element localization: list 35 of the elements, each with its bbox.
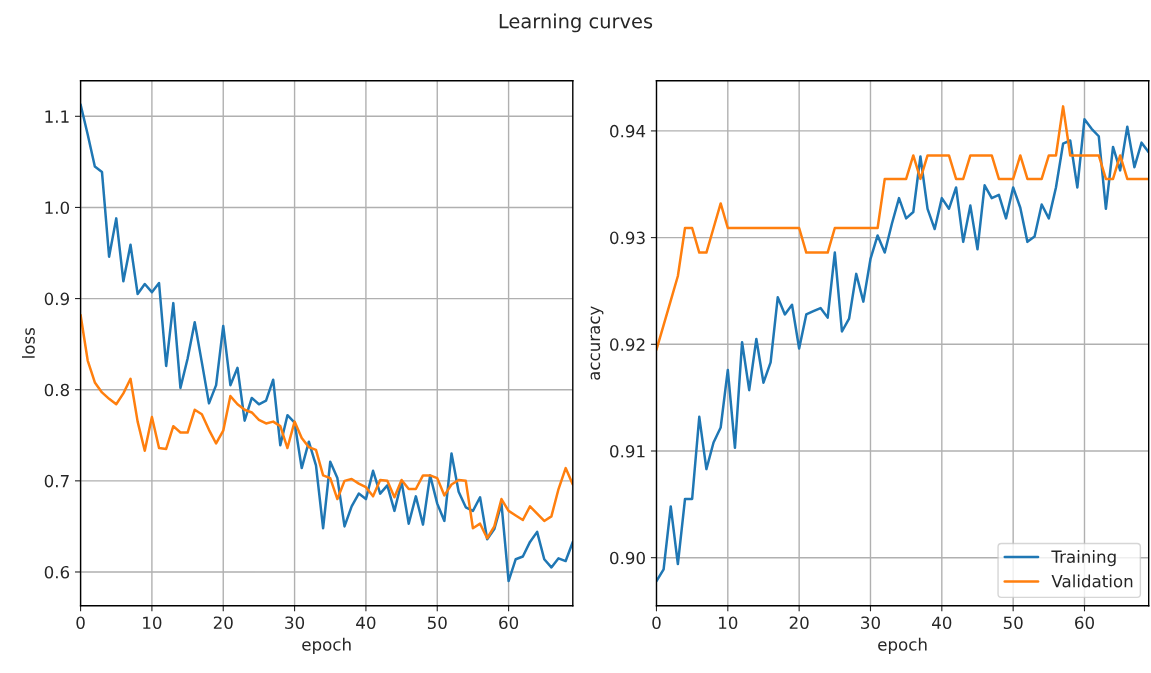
x-tick-label: 40 [932, 616, 952, 630]
y-tick-label: 0.90 [610, 551, 645, 565]
y-tick-label: 0.7 [44, 474, 69, 488]
x-tick-label: 20 [213, 616, 233, 630]
chart-title: Learning curves [499, 13, 653, 33]
x-tick-label: 0 [652, 616, 661, 630]
y-tick-label: 0.92 [610, 338, 645, 351]
legend-label: Training [1051, 550, 1116, 567]
x-tick-label: 10 [719, 616, 738, 630]
x-tick-label: 60 [499, 616, 519, 630]
y-tick-label: 1.1 [45, 110, 69, 123]
x-tick-label: 50 [427, 616, 447, 630]
line-series [656, 105, 1149, 351]
x-axis-title: epoch [878, 637, 927, 654]
y-tick-label: 0.9 [44, 292, 69, 306]
legend-label: Validation [1051, 574, 1133, 588]
x-tick-label: 0 [76, 616, 85, 630]
y-tick-label: 0.93 [610, 231, 645, 245]
x-tick-label: 50 [1003, 616, 1023, 630]
x-tick-label: 20 [789, 616, 809, 630]
y-axis-title: loss [21, 327, 35, 358]
y-tick-label: 1.0 [45, 201, 70, 215]
x-tick-label: 60 [1075, 616, 1094, 630]
x-tick-label: 30 [285, 616, 305, 630]
y-axis-title: accuracy [590, 306, 604, 380]
x-axis-title: epoch [302, 637, 351, 654]
x-tick-label: 40 [356, 616, 376, 630]
y-tick-label: 0.94 [610, 124, 646, 138]
line-series [80, 103, 573, 583]
y-tick-label: 0.8 [44, 383, 70, 397]
y-tick-label: 0.91 [610, 444, 645, 458]
x-tick-label: 10 [143, 616, 162, 630]
y-tick-label: 0.6 [44, 565, 70, 579]
x-tick-label: 30 [861, 616, 880, 630]
line-series [80, 313, 573, 540]
